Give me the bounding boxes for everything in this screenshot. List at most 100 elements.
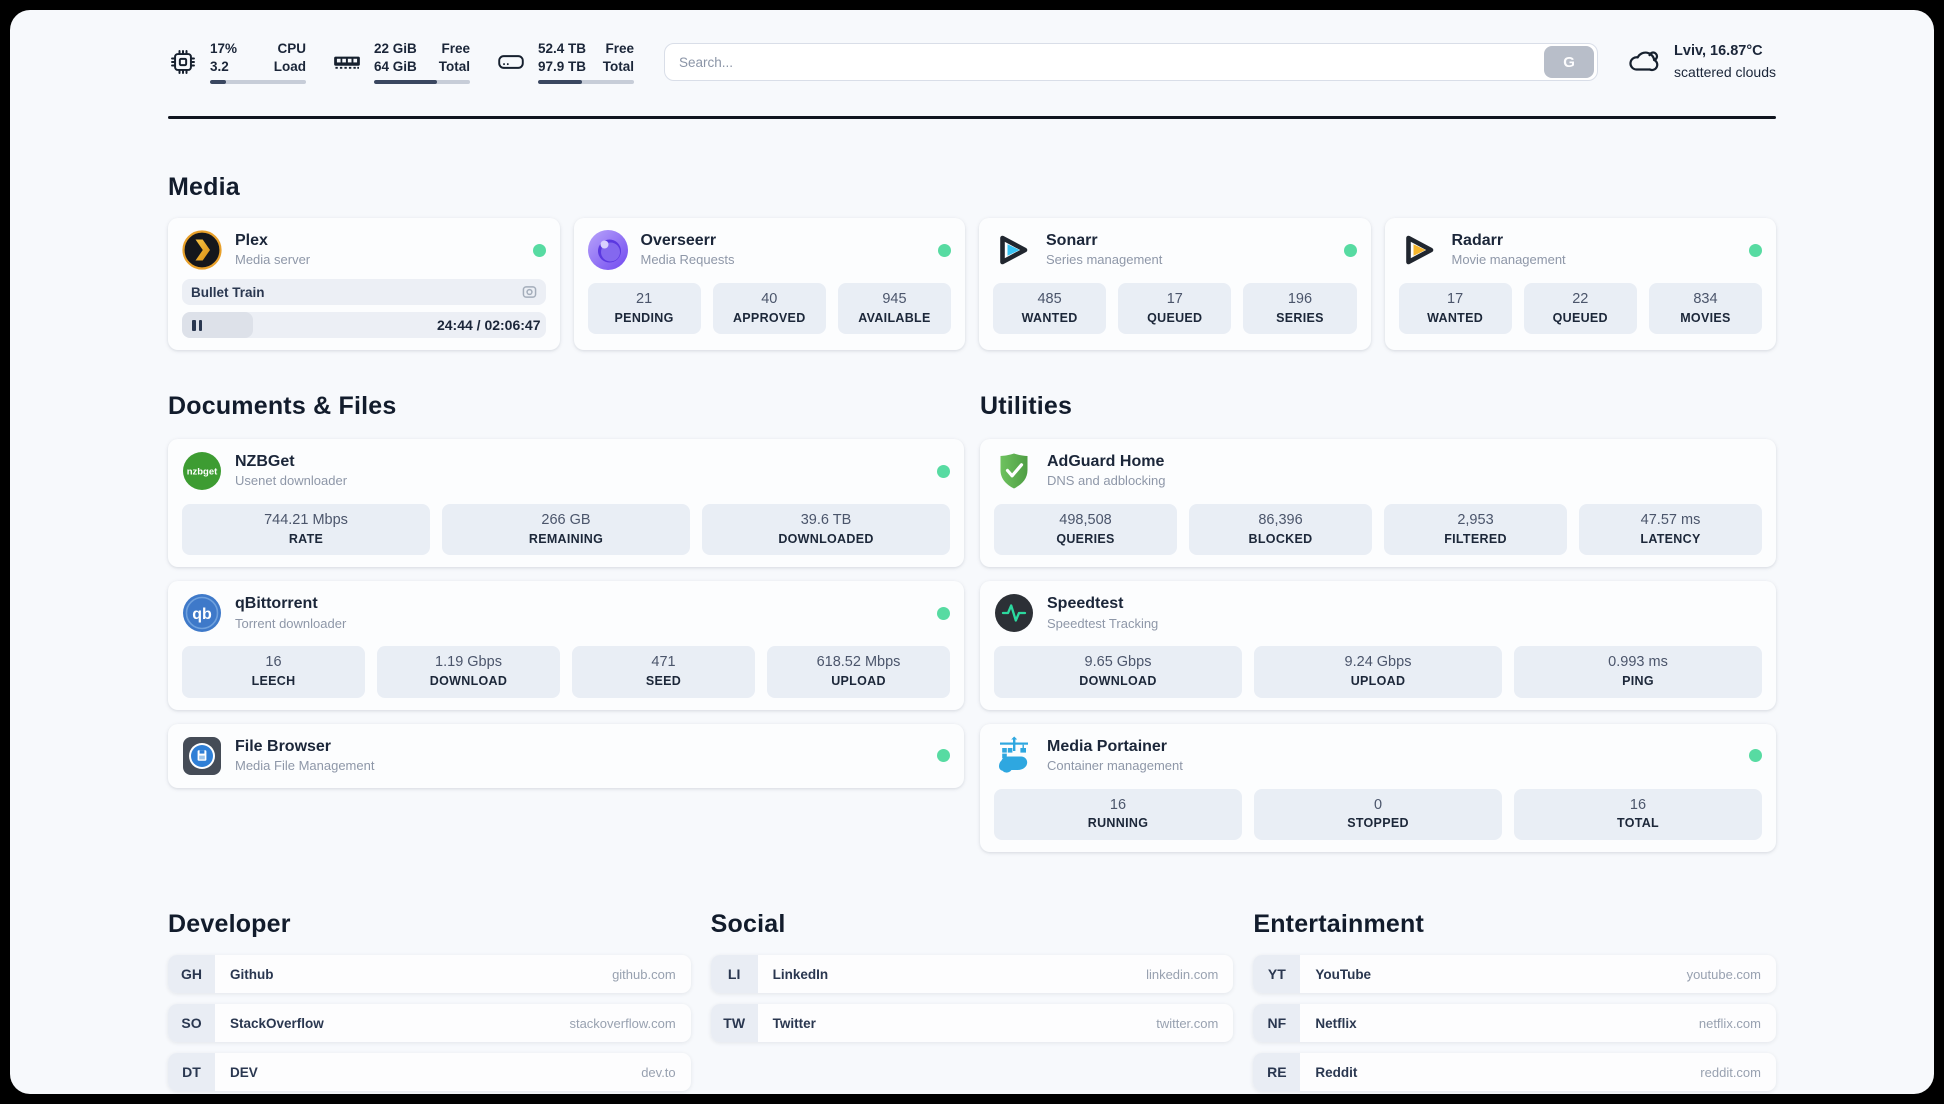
- app-description: Media Requests: [640, 252, 735, 268]
- disk-icon: [496, 47, 526, 77]
- app-card-speedtest[interactable]: Speedtest Speedtest Tracking 9.65 Gbps D…: [980, 581, 1776, 710]
- app-card-radarr[interactable]: Radarr Movie management 17 WANTED 22 QUE…: [1384, 218, 1776, 350]
- metric-disk: 52.4 TB 97.9 TB Free Total: [496, 40, 634, 85]
- top-bar: 17% 3.2 CPU Load: [168, 36, 1776, 88]
- app-description: Media File Management: [235, 758, 375, 774]
- app-card-sonarr[interactable]: Sonarr Series management 485 WANTED 17 Q…: [979, 218, 1371, 350]
- bookmark-row-stackoverflow[interactable]: SO StackOverflow stackoverflow.com: [168, 1004, 691, 1043]
- bookmark-row-netflix[interactable]: NF Netflix netflix.com: [1253, 1004, 1776, 1043]
- app-card-portainer[interactable]: Media Portainer Container management 16 …: [980, 723, 1776, 853]
- bookmark-name: Netflix: [1315, 1015, 1357, 1031]
- status-dot-online: [938, 243, 951, 257]
- qbittorrent-icon: qb: [182, 593, 222, 633]
- search-input[interactable]: [665, 54, 1545, 70]
- stat-chip: 16 TOTAL: [1514, 788, 1762, 841]
- speedtest-icon: [994, 593, 1034, 633]
- cpu-usage-value: 17%: [210, 40, 238, 56]
- app-name: Speedtest: [1047, 595, 1124, 613]
- status-dot-online: [1749, 243, 1762, 257]
- bookmark-url: dev.to: [641, 1064, 676, 1080]
- bookmark-url: github.com: [612, 966, 676, 982]
- stat-chip: 40 APPROVED: [712, 283, 826, 335]
- ram-total-value: 64 GiB: [374, 58, 417, 74]
- bookmark-row-dev[interactable]: DT DEV dev.to: [168, 1053, 691, 1092]
- bookmark-name: YouTube: [1315, 966, 1372, 982]
- app-description: DNS and adblocking: [1047, 473, 1166, 489]
- ram-free-value: 22 GiB: [374, 40, 417, 56]
- app-name: Sonarr: [1046, 231, 1098, 249]
- bookmark-badge: LI: [710, 955, 758, 994]
- stat-chip: 9.24 Gbps UPLOAD: [1254, 646, 1502, 698]
- ram-free-label: Free: [441, 40, 470, 56]
- stat-chip: 86,396 BLOCKED: [1189, 504, 1372, 556]
- bookmark-row-linkedin[interactable]: LI LinkedIn linkedin.com: [710, 955, 1234, 994]
- disk-free-label: Free: [605, 40, 634, 56]
- filebrowser-icon: [182, 736, 222, 776]
- cpu-load-value: 3.2: [210, 58, 229, 74]
- app-name: File Browser: [235, 737, 332, 755]
- weather-location-temp: Lviv, 16.87°C: [1674, 43, 1763, 60]
- bookmark-badge: TW: [710, 1004, 758, 1043]
- app-card-filebrowser[interactable]: File Browser Media File Management: [168, 723, 964, 788]
- media-grid: Plex Media server Bullet Train 24:44 / 0…: [168, 218, 1776, 350]
- bookmark-badge: NF: [1253, 1004, 1301, 1043]
- app-card-plex[interactable]: Plex Media server Bullet Train 24:44 / 0…: [168, 218, 560, 350]
- app-name: Plex: [235, 231, 268, 249]
- app-card-qbittorrent[interactable]: qb qBittorrent Torrent downloader 16 LEE…: [168, 581, 964, 710]
- social-column: Social LI LinkedIn linkedin.com TW Twitt…: [710, 910, 1234, 1043]
- metric-cpu: 17% 3.2 CPU Load: [168, 40, 306, 85]
- svg-text:qb: qb: [192, 606, 212, 623]
- utilities-column: Utilities AdGuard Home: [980, 392, 1776, 853]
- app-description: Series management: [1046, 252, 1163, 268]
- stat-chip: 471 SEED: [572, 646, 755, 698]
- status-dot-online: [1749, 749, 1762, 763]
- app-name: qBittorrent: [235, 595, 318, 613]
- app-card-adguard[interactable]: AdGuard Home DNS and adblocking 498,508 …: [980, 439, 1776, 568]
- bookmark-row-github[interactable]: GH Github github.com: [168, 955, 691, 994]
- stat-chip: 21 PENDING: [587, 283, 701, 335]
- bookmark-url: stackoverflow.com: [569, 1015, 676, 1031]
- stat-chip: 47.57 ms LATENCY: [1579, 504, 1762, 556]
- cpu-load-label: Load: [273, 58, 306, 74]
- disk-progress-bar: [538, 80, 634, 85]
- bookmark-row-twitter[interactable]: TW Twitter twitter.com: [710, 1004, 1234, 1043]
- stat-chip: 744.21 Mbps RATE: [182, 504, 430, 556]
- section-title-developer: Developer: [168, 910, 291, 939]
- app-card-nzbget[interactable]: nzbget NZBGet Usenet downloader 744.21 M…: [168, 439, 964, 568]
- metric-ram: 22 GiB 64 GiB Free Total: [332, 40, 470, 85]
- app-description: Media server: [235, 252, 311, 268]
- section-title-documents: Documents & Files: [168, 392, 397, 420]
- stat-chip: 39.6 TB DOWNLOADED: [702, 504, 950, 556]
- stat-chip: 22 QUEUED: [1523, 283, 1637, 335]
- cpu-label: CPU: [277, 40, 306, 56]
- bookmark-badge: YT: [1253, 955, 1301, 994]
- stat-chip: 9.65 Gbps DOWNLOAD: [994, 646, 1242, 698]
- stat-chip: 618.52 Mbps UPLOAD: [767, 646, 950, 698]
- bookmark-url: youtube.com: [1686, 966, 1761, 982]
- app-card-overseerr[interactable]: Overseerr Media Requests 21 PENDING 40 A…: [573, 218, 965, 350]
- app-description: Container management: [1047, 758, 1183, 774]
- search-provider-button[interactable]: G: [1544, 46, 1595, 78]
- stat-chip: 17 WANTED: [1398, 283, 1512, 335]
- app-description: Usenet downloader: [235, 473, 348, 489]
- developer-column: Developer GH Github github.com SO StackO…: [168, 910, 691, 1092]
- bookmark-url: twitter.com: [1156, 1015, 1219, 1031]
- video-session-icon: [522, 285, 537, 299]
- status-dot-online: [1343, 243, 1357, 257]
- adguard-icon: [994, 451, 1034, 491]
- bookmark-name: Twitter: [772, 1015, 816, 1031]
- weather-widget[interactable]: Lviv, 16.87°C scattered clouds: [1624, 41, 1776, 84]
- app-name: NZBGet: [235, 452, 295, 470]
- disk-free-value: 52.4 TB: [538, 40, 587, 56]
- bookmark-url: linkedin.com: [1146, 966, 1219, 982]
- section-title-utilities: Utilities: [980, 392, 1073, 420]
- bookmark-name: LinkedIn: [772, 966, 829, 982]
- bookmark-row-youtube[interactable]: YT YouTube youtube.com: [1253, 955, 1776, 994]
- cpu-icon: [168, 47, 198, 77]
- bookmark-name: StackOverflow: [230, 1015, 324, 1031]
- stat-chip: 196 SERIES: [1243, 283, 1357, 335]
- pause-icon[interactable]: [192, 319, 202, 331]
- status-dot-online: [532, 243, 546, 257]
- bookmark-row-reddit[interactable]: RE Reddit reddit.com: [1253, 1053, 1776, 1092]
- bookmark-badge: DT: [168, 1053, 215, 1092]
